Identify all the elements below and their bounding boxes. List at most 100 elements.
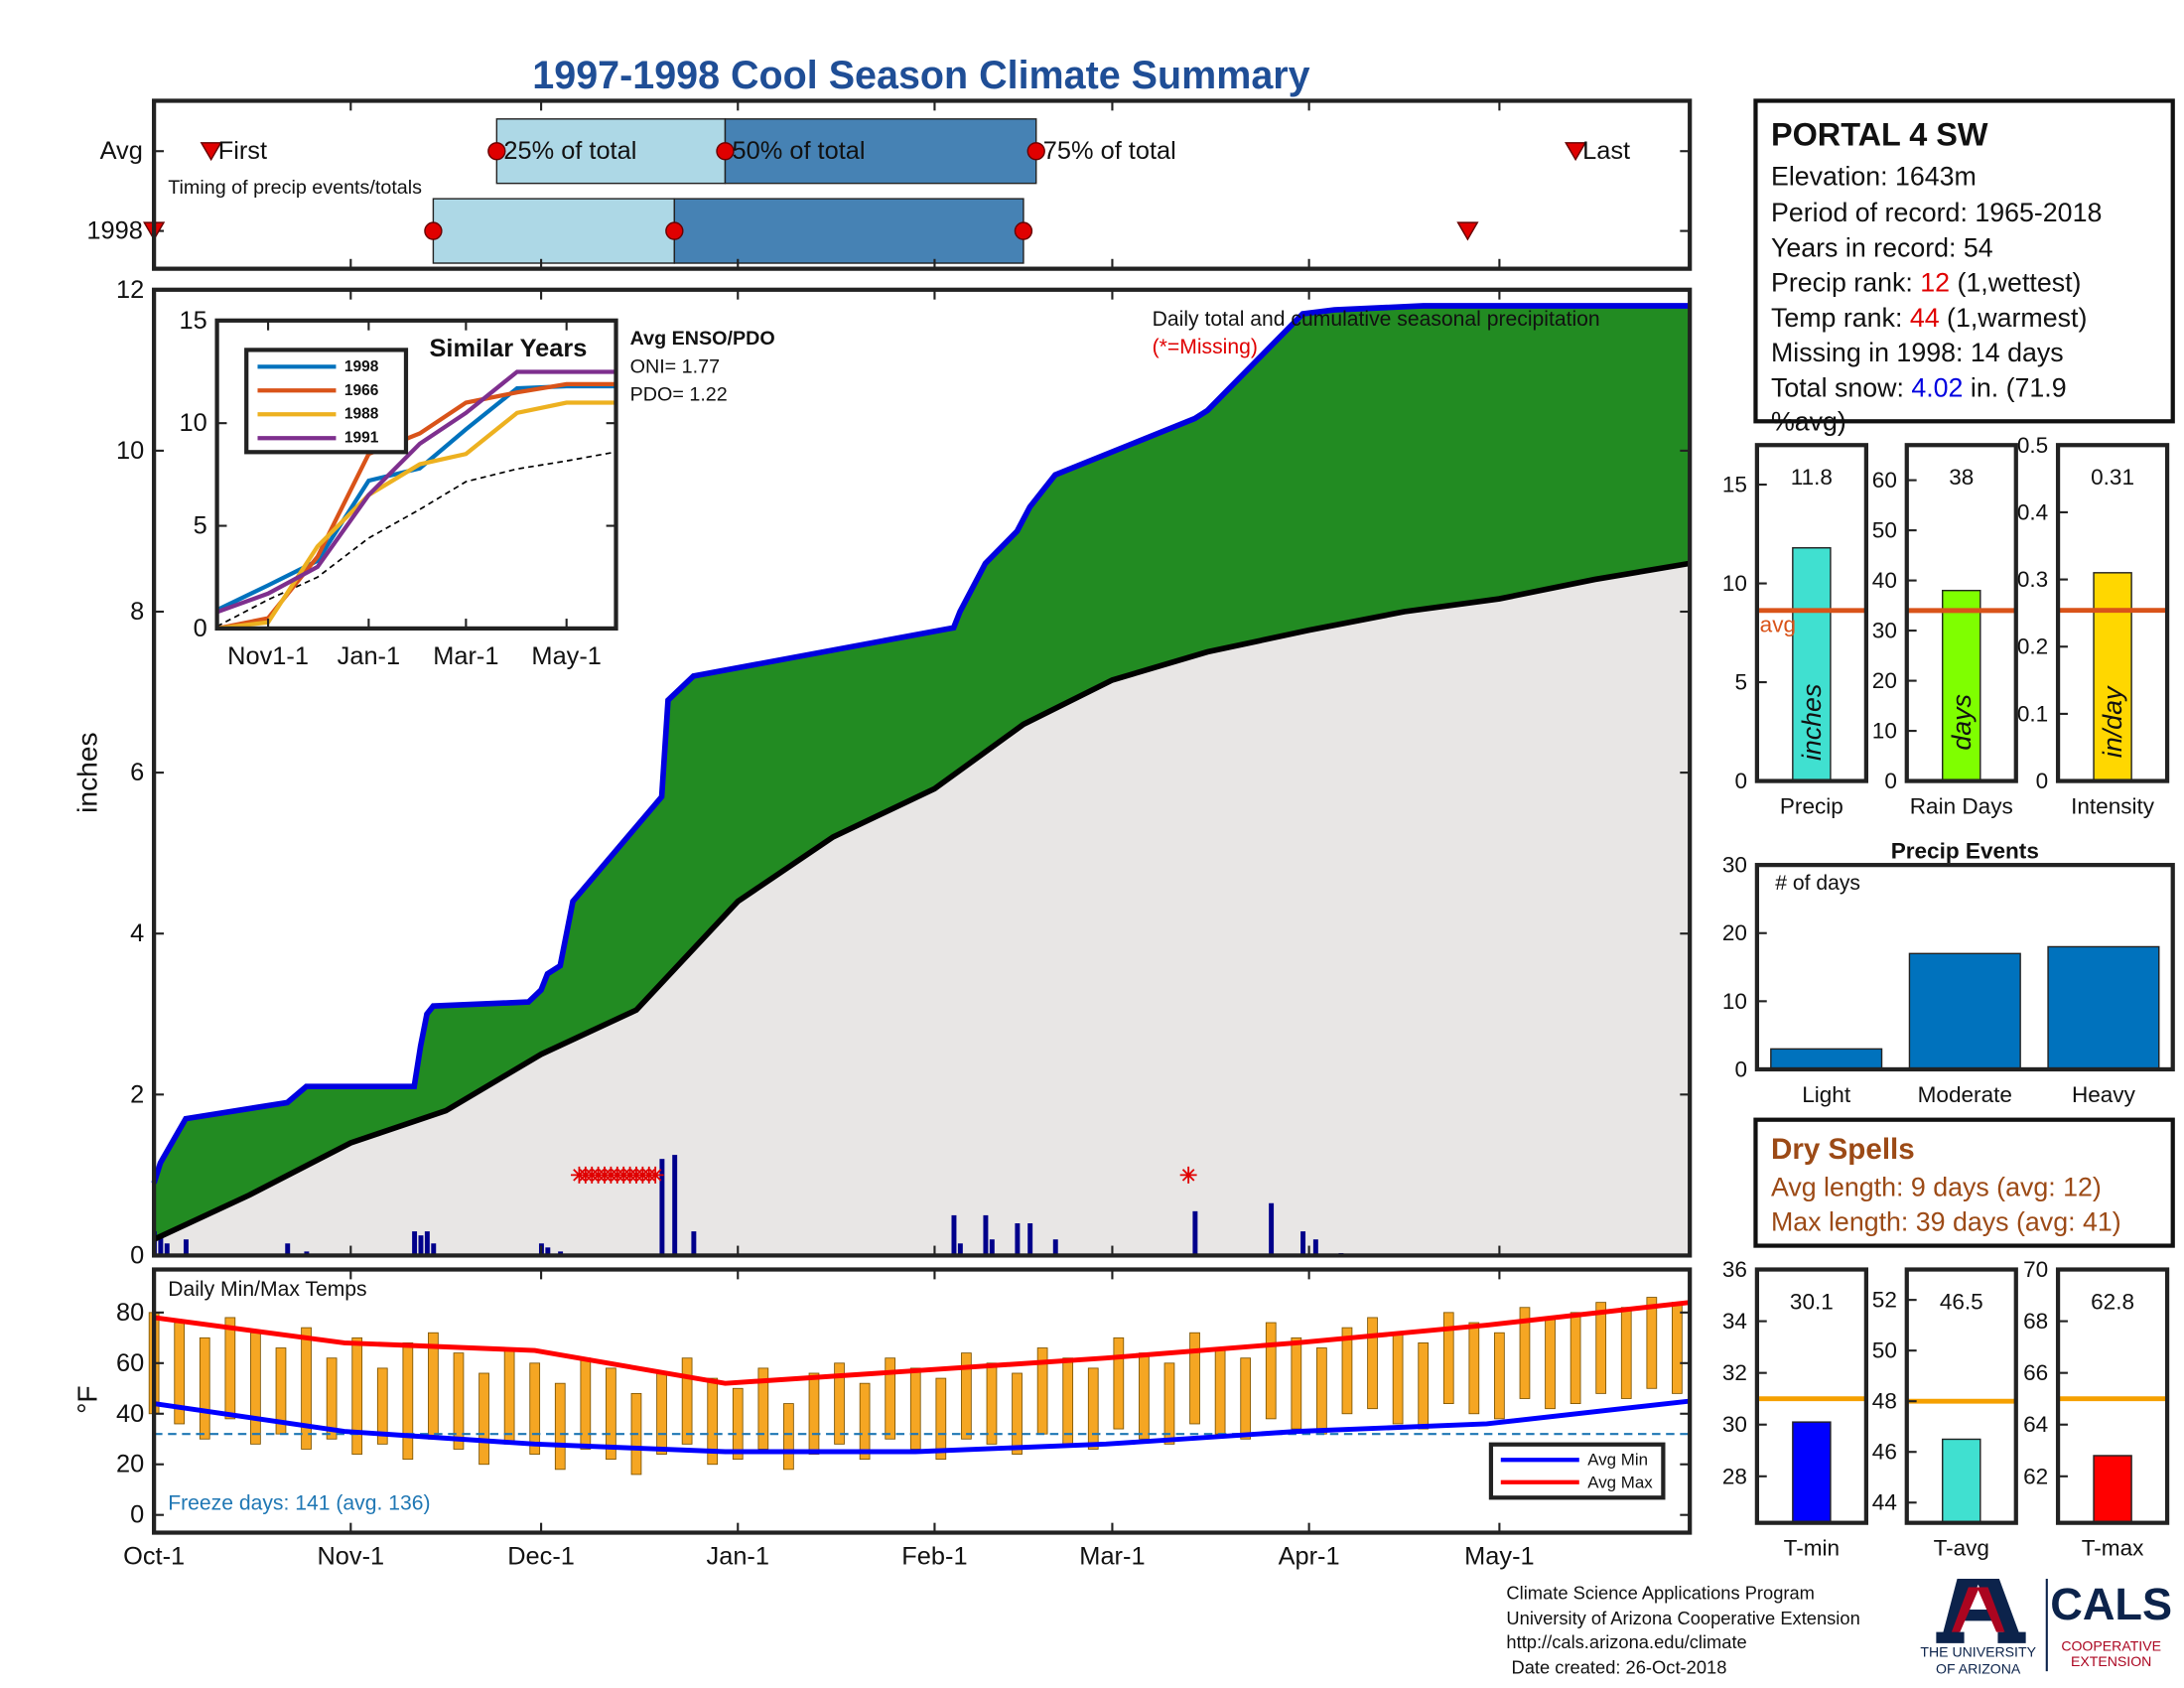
y-tick-label: 32 [1722,1360,1747,1385]
legend-label: 1991 [344,430,379,447]
bar-unit-label: in/day [2098,685,2127,758]
temp-range-bar [859,1382,871,1461]
average-area [154,563,1691,1256]
daily-bar [285,1243,291,1256]
inset-title: Similar Years [429,335,587,362]
footer-line: Date created: 26-Oct-2018 [1506,1656,1726,1677]
timing-dot [424,221,443,240]
daily-bar [659,1159,665,1256]
timing-dot [1026,142,1045,161]
y-tick-label: 2 [130,1080,144,1108]
timing-dot [716,142,735,161]
value: 44 [1910,303,1940,333]
temp-range-bar [554,1382,566,1471]
temp-range-bar [909,1367,921,1450]
temp-range-bar [1545,1317,1556,1410]
y-tick-label: 6 [130,759,144,786]
timing-label: Last [1582,137,1630,165]
legend-label: 1966 [344,382,379,399]
logo-text: COOPERATIVE [2061,1638,2161,1654]
y-tick-label: 10 [116,437,144,465]
footer-line: University of Arizona Cooperative Extens… [1506,1608,1859,1628]
x-tick-label: Moderate [1918,1082,2012,1107]
bar-unit-label: days [1947,694,1977,751]
bar [1792,547,1832,782]
chart-title: Precip Events [1891,839,2039,864]
y-tick-label: 10 [1722,571,1747,596]
temp-range-bar [1646,1297,1658,1389]
daily-bar [164,1243,170,1256]
axes-frame [152,287,1693,1258]
y-tick-label: 52 [1872,1288,1897,1313]
timing-label: 25% of total [503,137,636,165]
x-tick-label: Mar-1 [433,642,498,670]
dry-spells-box [1753,1117,2175,1248]
x-tick-label: Jan-1 [707,1542,769,1570]
temp-range-bar [808,1372,820,1455]
y-tick-label: 62 [2023,1464,2048,1488]
y-tick-label: 50 [1872,1338,1897,1363]
temp-range-bar [885,1357,896,1440]
daily-bar [1312,1239,1318,1256]
y-tick-label: 0 [1884,769,1897,793]
y-tick-label: 15 [179,307,206,335]
temp-range-bar [681,1357,693,1445]
y-tick-label: 40 [1872,568,1897,593]
logo-cals: CALS [2050,1579,2172,1629]
temp-range-bar [1341,1327,1353,1415]
y-tick-label: 0 [194,615,207,642]
temp-range-bar [478,1372,489,1466]
total-snow: Total snow: 4.02 in. (71.9 [1771,372,2067,402]
temp-range-bar [529,1362,541,1455]
value-label: 0.31 [2091,465,2134,490]
label: Total snow: [1771,372,1911,402]
temp-range-bar [783,1403,794,1471]
bar [1942,1438,1981,1524]
x-tick-label: Light [1802,1082,1851,1107]
temp-range-bar [453,1352,465,1450]
daily-bar [1027,1223,1033,1256]
x-tick-label: Mar-1 [1079,1542,1145,1570]
bar [2093,1455,2132,1524]
x-tick-label: Feb-1 [901,1542,967,1570]
y-tick-label: 0 [2036,769,2049,793]
bar [2047,945,2160,1070]
y-tick-label: 8 [130,598,144,626]
y-tick-label: 68 [2023,1309,2048,1334]
temp-range-bar [1595,1302,1607,1394]
temp-range-bar [1519,1307,1531,1399]
daily-bar [1300,1231,1306,1256]
axes-frame [1904,1267,2018,1525]
x-tick-label: T-min [1784,1536,1840,1561]
axes-frame [2055,443,2170,783]
x-tick-label: Intensity [2071,793,2155,818]
daily-bar [424,1231,430,1256]
y-tick-label: 10 [1722,989,1747,1014]
legend-label: 1988 [344,406,379,423]
label: Temp rank: [1771,303,1910,333]
x-tick-label: Nov1-1 [227,642,309,670]
legend-label: Avg Max [1587,1473,1653,1491]
timing-dot [665,221,684,240]
temp-range-bar [757,1367,769,1450]
axes-frame [2055,1267,2170,1525]
y-tick-label: 15 [1722,473,1747,497]
bar [1770,1048,1883,1070]
station-box [1753,98,2175,424]
enso-title: Avg ENSO/PDO [630,328,775,350]
temp-range-bar [1570,1312,1581,1404]
annotation: Timing of precip events/totals [168,177,422,199]
y-tick-label: 20 [116,1451,144,1478]
temp-range-bar [224,1317,236,1420]
temp-range-bar [707,1377,719,1466]
temp-range-bar [1392,1332,1404,1425]
avg-label: avg [1760,612,1796,636]
temp-range-bar [580,1357,592,1450]
logo-a-inner [1951,1587,2005,1632]
daily-bar [989,1239,995,1256]
avg-temp-line [153,1398,1691,1455]
row-label: 1998 [86,217,142,245]
temp-range-bar [326,1357,338,1440]
daily-bar [431,1243,437,1256]
